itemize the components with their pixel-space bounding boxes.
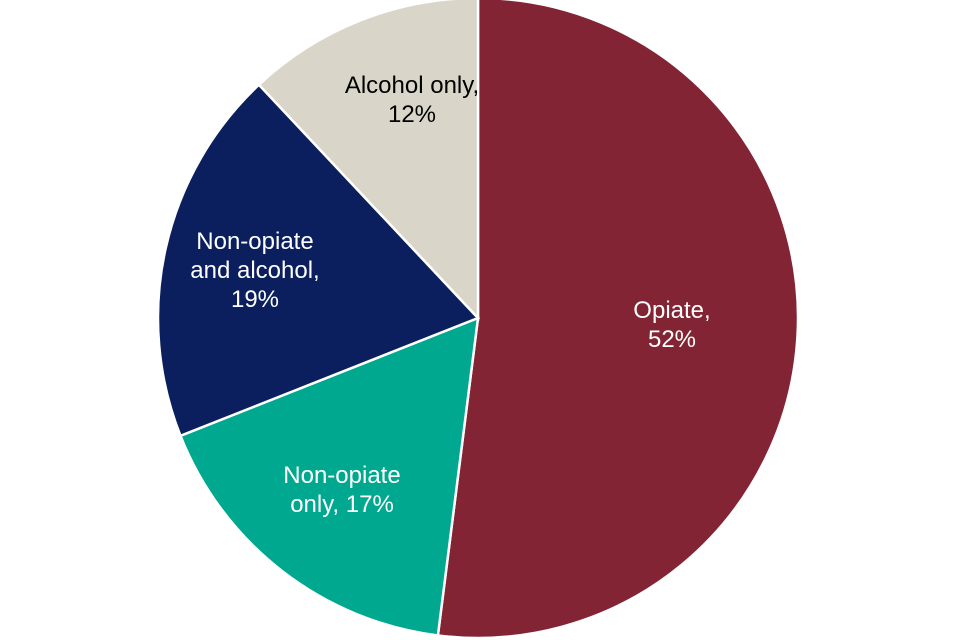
- slice-label-box: Opiate, 52%: [633, 297, 711, 353]
- slice-label: Non-opiate only, 17%: [283, 462, 401, 518]
- slice-label-box: Alcohol only, 12%: [344, 72, 480, 128]
- pie-slice: [178, 316, 480, 637]
- slice-label: Opiate, 52%: [633, 297, 711, 353]
- slice-label: Non-opiate and alcohol, 19%: [190, 227, 320, 313]
- pie-slice: [257, 0, 480, 322]
- pie-slice: [156, 82, 481, 438]
- slice-label: Alcohol only, 12%: [344, 72, 480, 128]
- slice-label-box: Non-opiate only, 17%: [283, 462, 401, 518]
- pie-slice: [436, 0, 800, 640]
- slice-label-box: Non-opiate and alcohol, 19%: [190, 227, 320, 313]
